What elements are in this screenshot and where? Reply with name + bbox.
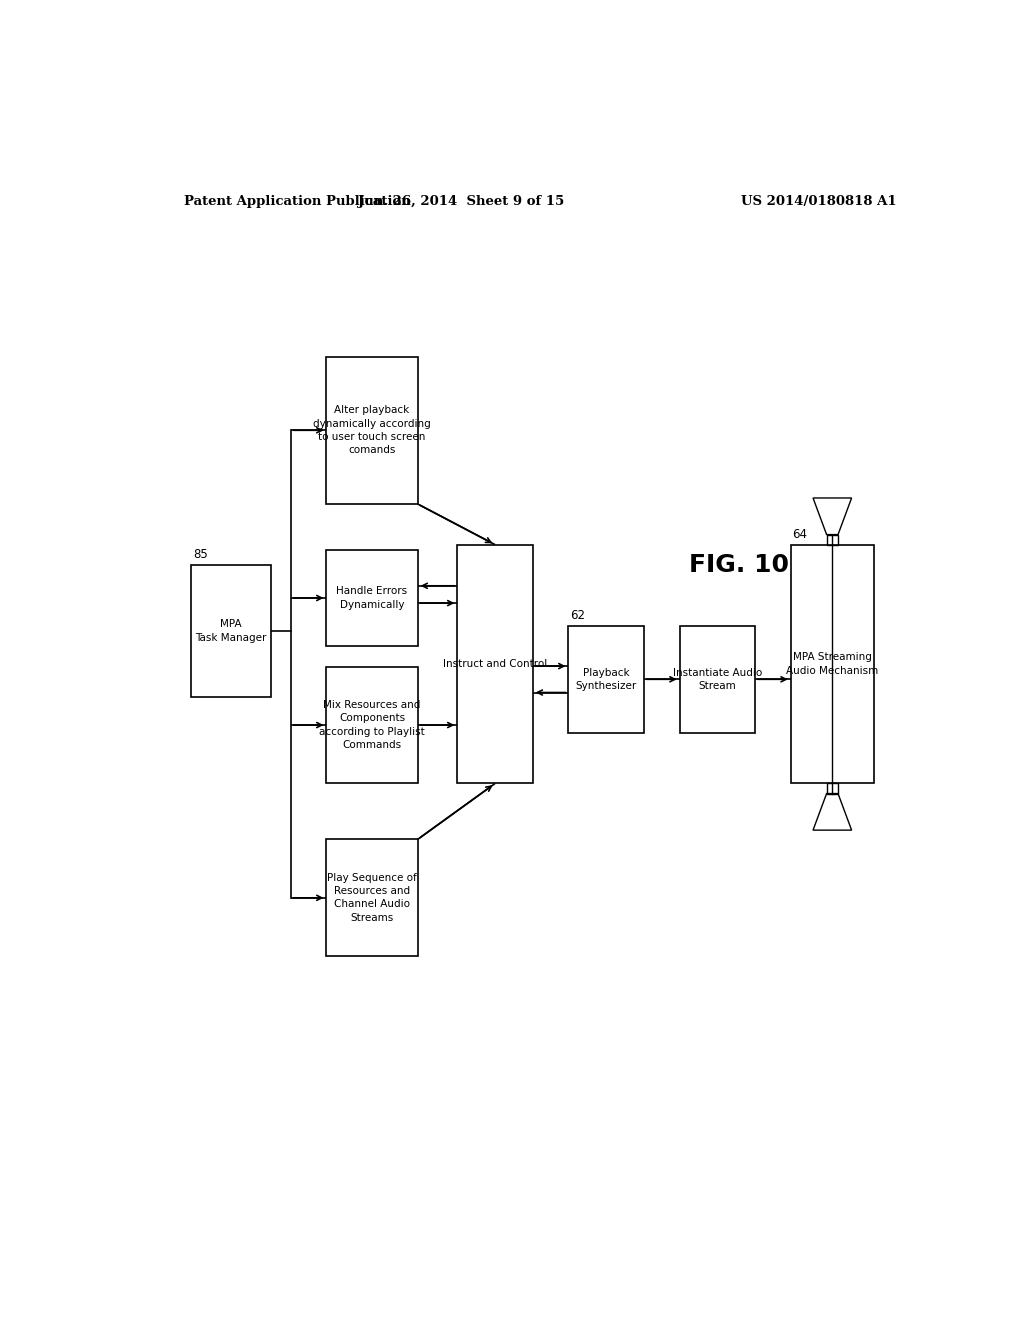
- Text: MPA
Task Manager: MPA Task Manager: [196, 619, 267, 643]
- Bar: [327, 840, 418, 956]
- Text: 85: 85: [194, 548, 208, 561]
- Bar: [327, 549, 418, 647]
- Text: Instantiate Audio
Stream: Instantiate Audio Stream: [673, 668, 762, 690]
- Text: 64: 64: [793, 528, 807, 541]
- Bar: [568, 626, 644, 733]
- Text: Instruct and Control: Instruct and Control: [443, 659, 547, 669]
- Text: MPA Streaming
Audio Mechanism: MPA Streaming Audio Mechanism: [786, 652, 879, 676]
- Text: Playback
Synthesizer: Playback Synthesizer: [575, 668, 637, 690]
- Bar: [680, 626, 755, 733]
- Bar: [191, 565, 270, 697]
- Bar: [327, 667, 418, 784]
- Text: Play Sequence of
Resources and
Channel Audio
Streams: Play Sequence of Resources and Channel A…: [327, 873, 417, 923]
- Text: Mix Resources and
Components
according to Playlist
Commands: Mix Resources and Components according t…: [319, 700, 425, 750]
- Bar: [791, 545, 873, 784]
- Text: Jun. 26, 2014  Sheet 9 of 15: Jun. 26, 2014 Sheet 9 of 15: [358, 194, 564, 207]
- Text: Alter playback
dynamically according
to user touch screen
comands: Alter playback dynamically according to …: [313, 405, 431, 455]
- Bar: [458, 545, 532, 784]
- Text: Patent Application Publication: Patent Application Publication: [183, 194, 411, 207]
- Text: US 2014/0180818 A1: US 2014/0180818 A1: [740, 194, 896, 207]
- Text: FIG. 10: FIG. 10: [689, 553, 790, 577]
- Bar: [327, 356, 418, 504]
- Text: Handle Errors
Dynamically: Handle Errors Dynamically: [337, 586, 408, 610]
- Text: 62: 62: [570, 609, 585, 622]
